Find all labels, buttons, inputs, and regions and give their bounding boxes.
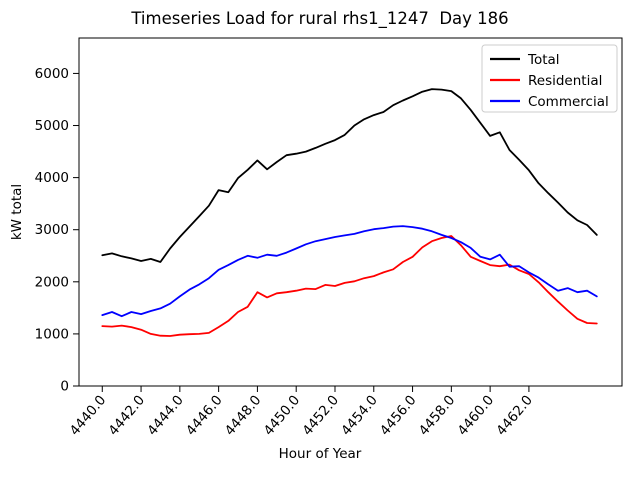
- x-tick-label: 4440.0: [67, 392, 110, 438]
- legend: Total Residential Commercial: [481, 44, 618, 113]
- legend-label-residential: Residential: [528, 73, 602, 89]
- x-axis-label: Hour of Year: [278, 446, 362, 462]
- y-tick-label: 1000: [35, 326, 69, 342]
- y-axis: 0 1000 2000 3000 4000 5000 6000: [35, 66, 79, 395]
- x-axis: 4440.04442.04444.04446.04448.04450.04452…: [67, 386, 536, 439]
- x-tick-label: 4448.0: [222, 392, 265, 438]
- x-tick-label: 4462.0: [493, 392, 536, 438]
- series-line-commercial: [101, 225, 598, 318]
- series-line-total: [101, 88, 598, 263]
- legend-label-total: Total: [527, 52, 560, 68]
- y-tick-label: 5000: [35, 118, 69, 134]
- x-tick-label: 4452.0: [299, 392, 342, 438]
- y-tick-label: 6000: [35, 66, 69, 82]
- x-tick-label: 4454.0: [338, 392, 381, 438]
- y-tick-label: 4000: [35, 170, 69, 186]
- chart-title: Timeseries Load for rural rhs1_1247 Day …: [131, 9, 509, 28]
- y-tick-label: 0: [60, 379, 69, 395]
- x-tick-label: 4460.0: [455, 392, 498, 438]
- x-tick-label: 4442.0: [105, 392, 148, 438]
- x-tick-label: 4456.0: [377, 392, 420, 438]
- legend-box: [481, 44, 618, 113]
- y-axis-label: kW total: [9, 183, 25, 241]
- series-line-residential: [101, 235, 598, 337]
- y-tick-label: 2000: [35, 274, 69, 290]
- x-tick-label: 4444.0: [144, 392, 187, 438]
- y-tick-label: 3000: [35, 222, 69, 238]
- x-tick-label: 4458.0: [416, 392, 459, 438]
- legend-label-commercial: Commercial: [528, 94, 609, 110]
- x-tick-label: 4450.0: [261, 392, 304, 438]
- x-tick-label: 4446.0: [183, 392, 226, 438]
